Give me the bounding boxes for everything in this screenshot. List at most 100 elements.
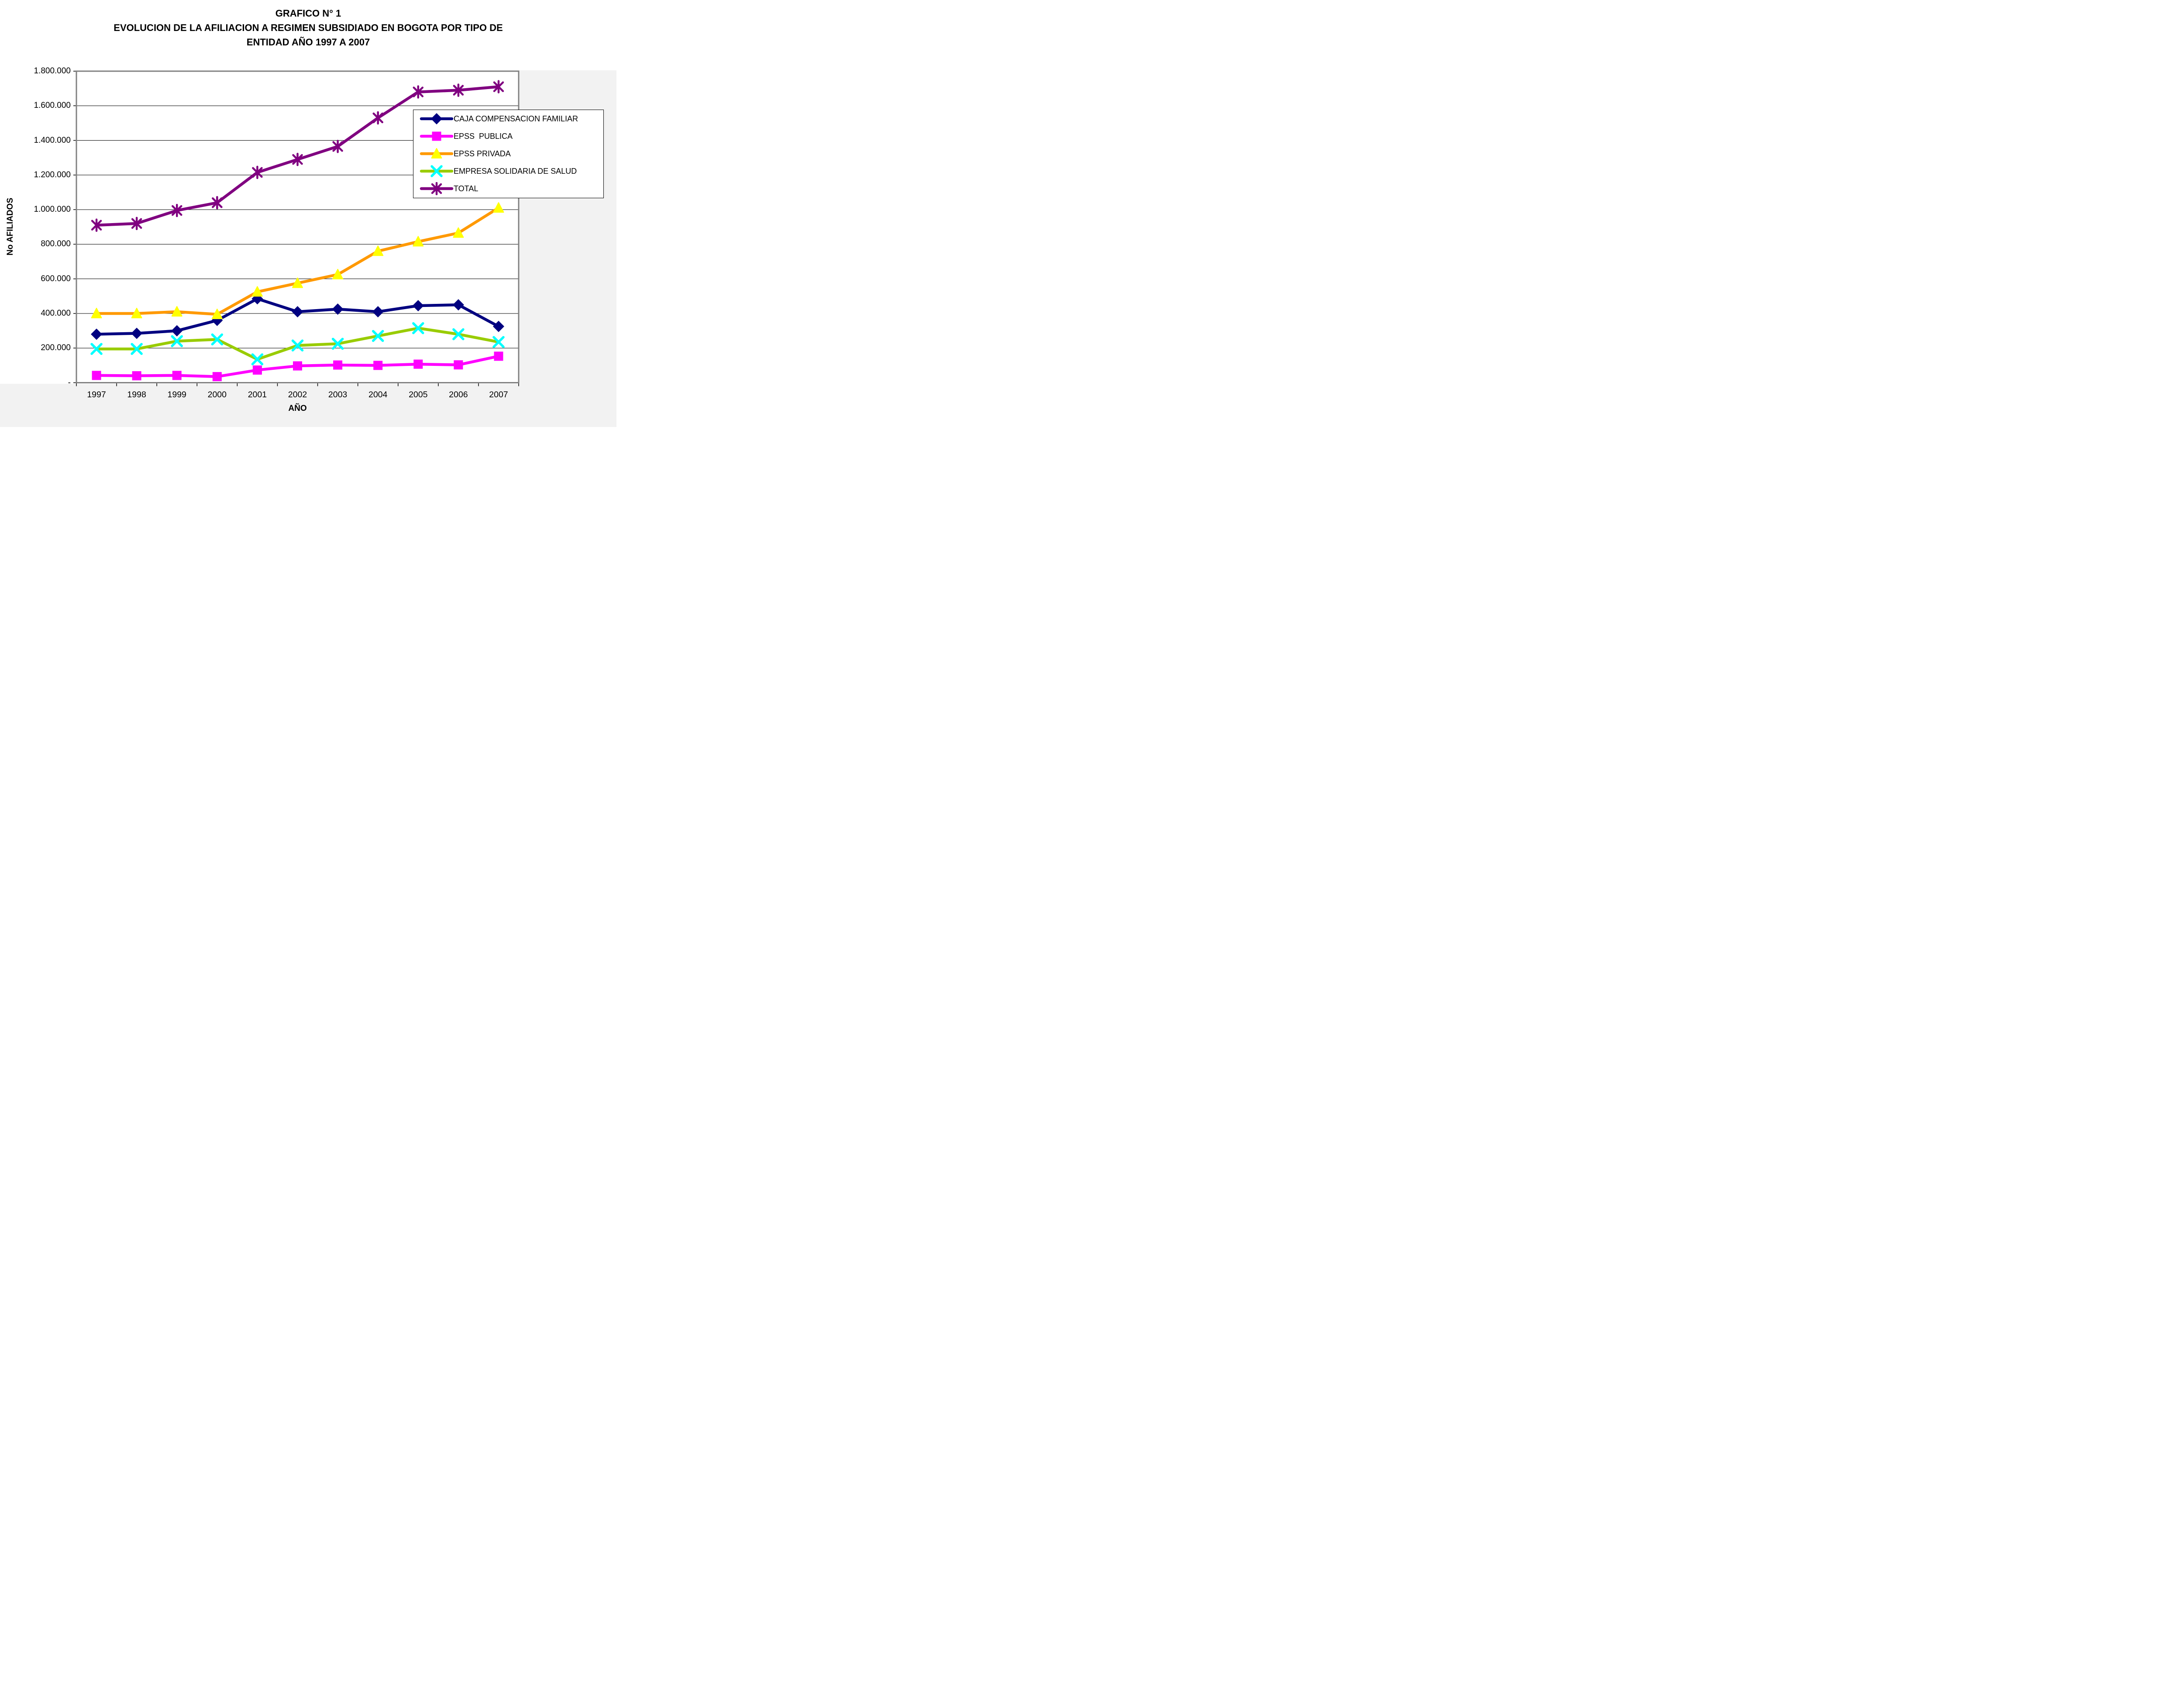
marker-1-2000 [212, 372, 222, 382]
marker-0-2004 [372, 306, 384, 317]
legend-marker-square-icon [420, 131, 454, 141]
outer-margin-bottom [0, 383, 616, 427]
marker-2-2003 [332, 269, 344, 279]
marker-2-1998 [131, 307, 142, 318]
marker-4-1999 [171, 203, 182, 217]
marker-3-1998 [131, 343, 143, 355]
y-tick-label: 600.000 [41, 274, 71, 283]
marker-3-2007 [492, 336, 505, 348]
marker-4-2004 [372, 111, 383, 125]
marker-4-2001 [252, 165, 263, 179]
legend-item-epss-privada: EPSS PRIVADA [413, 145, 603, 162]
x-axis-title: AÑO [288, 404, 307, 413]
y-tick-label: 1.800.000 [34, 66, 71, 76]
legend-label: CAJA COMPENSACION FAMILIAR [454, 114, 578, 123]
marker-4-1998 [131, 217, 142, 231]
y-axis-title: No AFILIADOS [6, 197, 15, 256]
marker-3-2005 [412, 322, 424, 334]
x-tick-label-2002: 2002 [288, 390, 307, 399]
marker-3-2004 [372, 330, 384, 342]
legend-marker-diamond-icon [420, 113, 454, 124]
x-tick-label-2004: 2004 [368, 390, 388, 399]
marker-1-1998 [132, 371, 141, 381]
chart-title-line2: EVOLUCION DE LA AFILIACION A REGIMEN SUB… [114, 22, 503, 33]
marker-2-1999 [171, 306, 182, 317]
marker-4-2000 [212, 196, 223, 210]
marker-1-1997 [92, 371, 101, 380]
y-tick-label: 200.000 [41, 343, 71, 353]
marker-3-2000 [211, 333, 224, 346]
marker-1-2003 [333, 360, 343, 370]
y-tick-label: 1.200.000 [34, 170, 71, 179]
marker-1-2002 [293, 361, 302, 371]
marker-2-2007 [493, 202, 504, 213]
marker-0-2005 [412, 300, 424, 312]
marker-0-2003 [332, 303, 344, 315]
marker-4-2003 [332, 140, 343, 153]
series-line [95, 206, 500, 316]
marker-1-2006 [454, 360, 463, 370]
marker-0-1997 [91, 328, 103, 340]
marker-3-1999 [171, 335, 183, 348]
marker-3-2001 [251, 353, 264, 365]
marker-2-2000 [211, 308, 223, 319]
marker-3-1997 [90, 343, 103, 355]
legend-marker-asterisk-icon [420, 182, 454, 195]
chart-title: GRAFICO N° 1 EVOLUCION DE LA AFILIACION … [0, 6, 616, 49]
marker-2-2001 [251, 286, 263, 297]
marker-1-1999 [172, 371, 182, 380]
series-epss-privada [91, 202, 504, 319]
x-tick-label-2007: 2007 [489, 390, 508, 399]
x-tick-label-2003: 2003 [328, 390, 348, 399]
legend-label: EMPRESA SOLIDARIA DE SALUD [454, 166, 577, 176]
marker-3-2006 [452, 328, 465, 341]
marker-4-1997 [91, 218, 102, 232]
series-total [91, 80, 504, 232]
x-tick-label-2000: 2000 [207, 390, 227, 399]
series-empresa-solidaria-de-salud [90, 322, 505, 365]
x-tick-label-2001: 2001 [248, 390, 267, 399]
marker-4-2007 [493, 80, 504, 93]
plot-border [76, 70, 520, 383]
legend-label: TOTAL [454, 184, 479, 193]
x-tick-label-2005: 2005 [409, 390, 428, 399]
legend: CAJA COMPENSACION FAMILIAR EPSS PUBLICA EP… [413, 110, 604, 198]
marker-1-2005 [413, 359, 423, 369]
x-tick-label-1997: 1997 [87, 390, 106, 399]
marker-4-2002 [292, 152, 303, 166]
legend-label: EPSS PRIVADA [454, 149, 511, 158]
marker-0-2002 [292, 306, 303, 317]
marker-2-2005 [413, 236, 424, 247]
chart-canvas: GRAFICO N° 1 EVOLUCION DE LA AFILIACION … [0, 0, 616, 427]
y-tick-label: 800.000 [41, 239, 71, 249]
y-tick-label: 1.400.000 [34, 135, 71, 145]
y-tick-label: - [68, 378, 71, 387]
x-tick-label-1999: 1999 [167, 390, 186, 399]
marker-2-2002 [292, 277, 303, 288]
legend-item-empresa-solidaria-de-salud: EMPRESA SOLIDARIA DE SALUD [413, 162, 603, 180]
series-epss-publica [92, 351, 503, 382]
marker-3-2002 [291, 339, 304, 352]
marker-1-2001 [252, 365, 262, 375]
marker-1-2004 [373, 361, 383, 370]
marker-0-1998 [131, 327, 143, 339]
marker-3-2003 [331, 337, 344, 350]
marker-2-2004 [372, 245, 384, 256]
y-tick-label: 1.000.000 [34, 205, 71, 214]
x-tick-label-2006: 2006 [449, 390, 468, 399]
marker-4-2006 [453, 83, 464, 97]
marker-0-2006 [452, 299, 464, 311]
marker-1-2007 [494, 351, 503, 361]
marker-4-2005 [413, 85, 424, 99]
marker-0-2007 [492, 320, 504, 332]
legend-marker-xmark-icon [420, 165, 454, 177]
legend-item-caja-compensacion-familiar: CAJA COMPENSACION FAMILIAR [413, 110, 603, 127]
marker-0-1999 [171, 325, 183, 337]
plot-area [73, 70, 520, 386]
series-caja-compensacion-familiar [91, 293, 504, 340]
legend-label: EPSS PUBLICA [454, 131, 513, 141]
chart-title-line3: ENTIDAD AÑO 1997 A 2007 [246, 37, 370, 48]
legend-marker-triangle-icon [420, 148, 454, 158]
legend-item-total: TOTAL [413, 180, 603, 197]
legend-item-epss-publica: EPSS PUBLICA [413, 127, 603, 145]
